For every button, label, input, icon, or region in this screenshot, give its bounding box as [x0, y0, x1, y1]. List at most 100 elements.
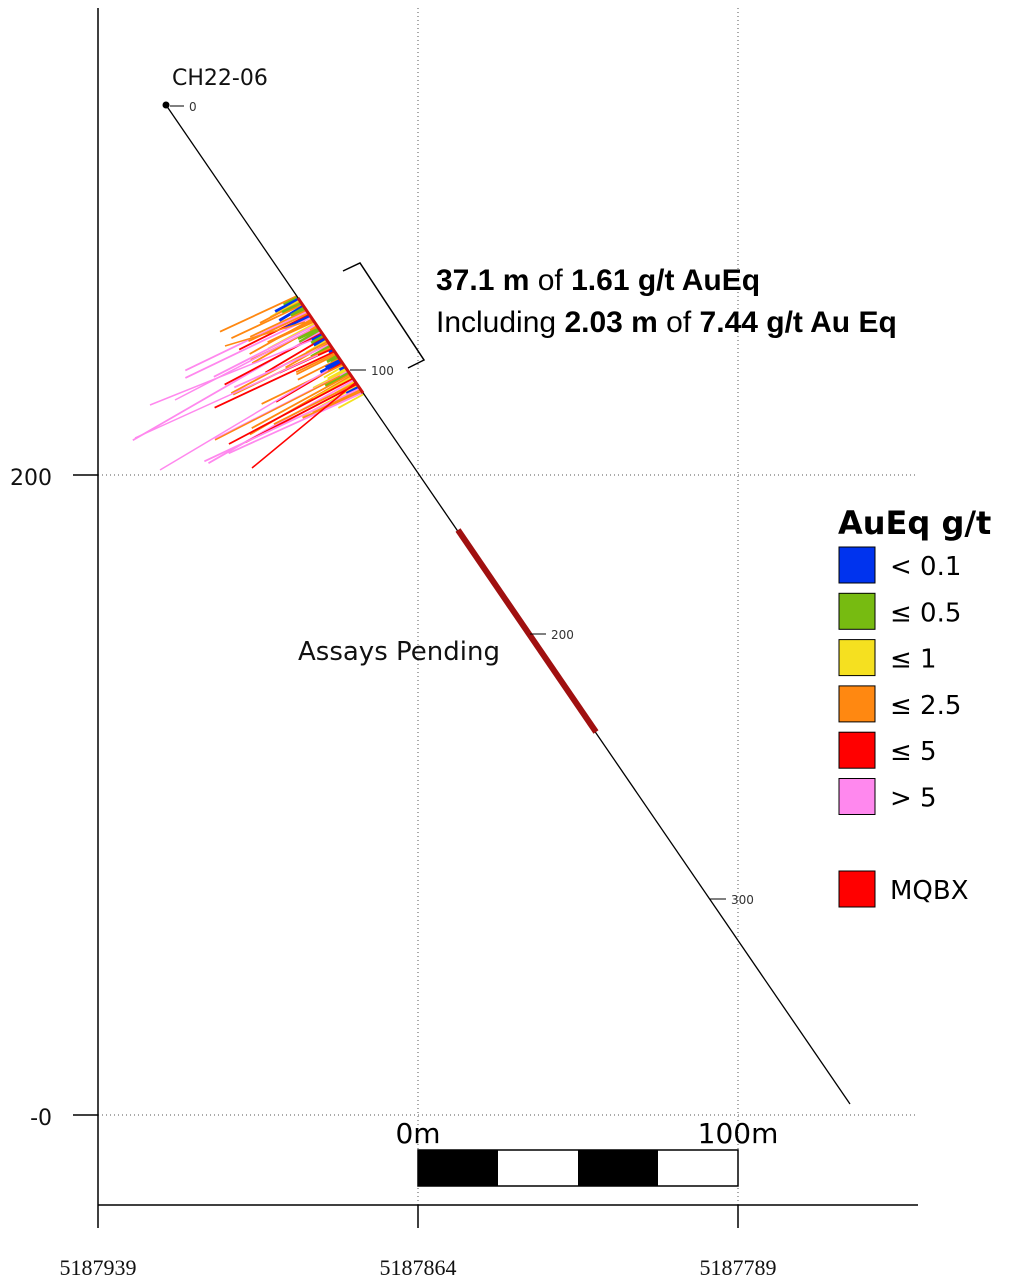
scale-bar-outline	[417, 1149, 739, 1187]
assay-bar	[214, 375, 341, 441]
assay-bar	[313, 337, 327, 347]
assay-bar	[302, 390, 363, 419]
scale-bar-segment	[498, 1150, 578, 1186]
assay-bar	[228, 377, 354, 445]
including-of: of	[658, 306, 700, 339]
assay-bar	[271, 320, 315, 342]
legend-title: AuEq g/t	[838, 504, 991, 542]
scale-bar-segment	[418, 1150, 498, 1186]
collar-marker	[162, 101, 170, 109]
assay-bar	[214, 350, 336, 409]
legend-items: < 0.1 ≤ 0.5 ≤ 1 ≤ 2.5 ≤ 5 > 5	[838, 546, 961, 815]
assay-bar	[233, 343, 331, 389]
assay-histogram	[132, 295, 365, 471]
x-tick-labels: 5187939 5187864 5187789	[60, 1255, 777, 1280]
assay-bar	[324, 371, 351, 388]
legend-swatch	[838, 731, 876, 769]
assay-bar	[324, 358, 342, 369]
assay-bar	[310, 333, 324, 342]
assay-bar	[310, 334, 325, 345]
intercept-length: 37.1 m	[436, 264, 529, 297]
scale-bar-segment	[578, 1150, 658, 1186]
grid	[98, 8, 918, 1205]
scale-bar-segment	[658, 1150, 738, 1186]
intercept-grade: 1.61 g/t AuEq	[571, 264, 760, 297]
assay-bar	[134, 354, 319, 439]
assay-bar	[345, 385, 360, 395]
assay-bar	[283, 296, 299, 307]
x-tick-label: 5187864	[380, 1255, 457, 1280]
legend-label: ≤ 5	[890, 737, 937, 767]
including-prefix: Including	[436, 306, 564, 339]
legend-swatch	[838, 592, 876, 630]
assay-bar	[184, 310, 309, 372]
legend-label: ≤ 0.5	[890, 598, 961, 628]
hole-name: CH22-06	[172, 66, 268, 91]
legend-swatch	[838, 778, 876, 815]
assay-bar	[298, 328, 322, 344]
depth-label: 200	[551, 628, 574, 642]
assay-bar	[208, 379, 355, 464]
assay-bar	[337, 393, 365, 409]
depth-markers	[170, 105, 726, 900]
y-tick-label: 200	[10, 466, 52, 491]
including-grade: 7.44 g/t Au Eq	[700, 306, 897, 339]
including-length: 2.03 m	[564, 306, 657, 339]
y-tick-labels: 200 -0	[10, 466, 52, 1131]
x-tick-label: 5187939	[60, 1255, 137, 1280]
depth-label: 100	[371, 364, 394, 378]
depth-label: 300	[731, 893, 754, 907]
assay-bar	[174, 329, 311, 401]
assay-bar	[238, 313, 311, 351]
legend-mqbx-label: MQBX	[890, 876, 969, 906]
assay-bar	[231, 303, 304, 340]
x-tick-label: 5187789	[700, 1255, 777, 1280]
intercept-line-2: Including 2.03 m of 7.44 g/t Au Eq	[436, 306, 897, 339]
depth-label: 0	[189, 100, 197, 114]
mqbx-interval	[296, 297, 365, 394]
assay-bar	[249, 309, 308, 338]
intercept-bracket	[342, 262, 426, 369]
assay-bar	[251, 382, 356, 469]
assay-bar	[261, 363, 345, 405]
scale-bar-left-label: 0m	[395, 1117, 440, 1150]
assay-bar	[281, 301, 303, 314]
assay-bar	[224, 321, 306, 347]
intercept-line-1: 37.1 m of 1.61 g/t AuEq	[436, 264, 760, 297]
assay-bar	[297, 327, 320, 340]
assay-bar	[291, 307, 307, 318]
legend-label: > 5	[890, 784, 937, 814]
assay-bar	[274, 297, 300, 313]
legend-label: ≤ 1	[890, 645, 937, 675]
assay-bar	[327, 367, 347, 380]
assay-bar	[295, 352, 337, 373]
assay-bar	[297, 357, 341, 381]
scale-bar: 0m 100m	[395, 1117, 779, 1187]
assay-bar	[159, 369, 329, 471]
assay-bar	[278, 304, 305, 322]
axes	[73, 8, 918, 1228]
assay-bar	[213, 323, 317, 378]
drill-trace	[162, 101, 851, 1105]
legend: AuEq g/t < 0.1 ≤ 0.5 ≤ 1 ≤ 2.5 ≤ 5 > 5 MQBX	[838, 504, 991, 908]
assay-bar	[184, 316, 312, 379]
assay-bar	[296, 353, 338, 376]
intercept-of: of	[529, 264, 571, 297]
legend-swatch	[838, 639, 876, 677]
assay-bar	[319, 359, 343, 374]
legend-swatch	[838, 546, 876, 584]
legend-label: ≤ 2.5	[890, 691, 961, 721]
scale-bar-right-label: 100m	[698, 1117, 779, 1150]
legend-label: < 0.1	[890, 552, 961, 582]
assay-bar	[251, 373, 351, 429]
depth-labels: 0 100 200 300	[189, 100, 754, 907]
assay-bar	[149, 339, 313, 406]
assay-bar	[312, 376, 353, 400]
pending-interval	[455, 528, 599, 734]
y-tick-label: -0	[30, 1106, 52, 1131]
legend-swatch	[838, 685, 876, 723]
legend-mqbx-swatch	[838, 870, 876, 908]
assays-pending-label: Assays Pending	[298, 637, 500, 667]
assay-bar	[224, 332, 323, 386]
